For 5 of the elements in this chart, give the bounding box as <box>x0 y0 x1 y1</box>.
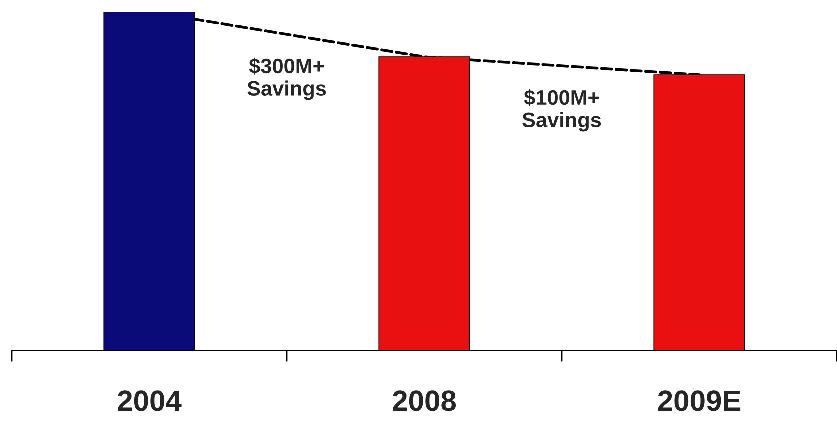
x-tick-label: 2009E <box>658 390 741 412</box>
annotation: $100M+ Savings <box>522 89 602 132</box>
annotation: $300M+ Savings <box>248 58 326 100</box>
x-tick-label: 2004 <box>118 390 182 412</box>
x-tick-label: 2008 <box>393 390 456 412</box>
